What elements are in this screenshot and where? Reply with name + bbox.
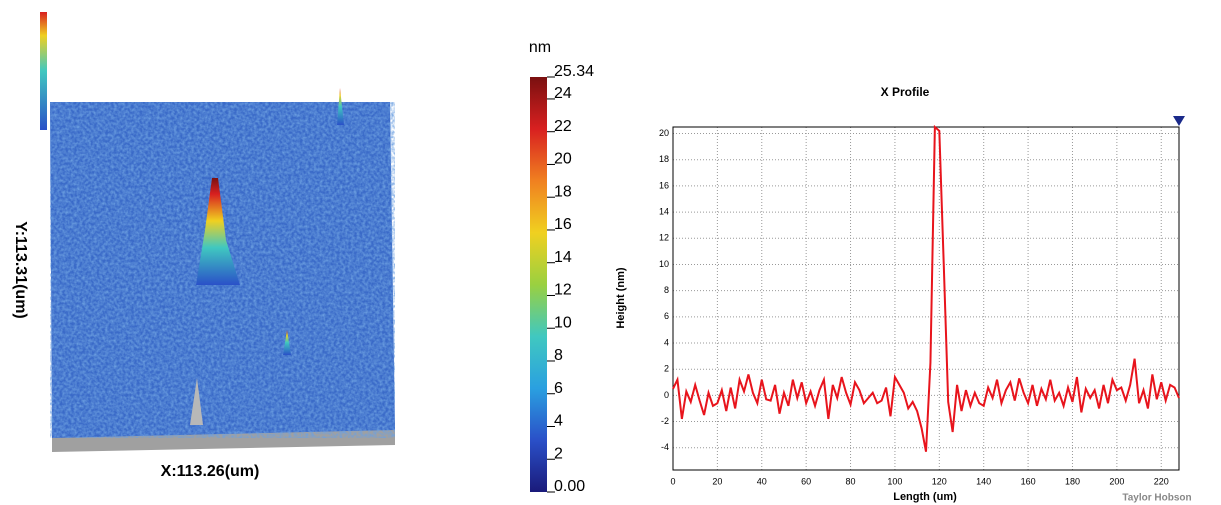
surface-spike [190, 378, 203, 425]
colorbar-scale [530, 77, 547, 492]
chart-title: X Profile [881, 85, 930, 99]
tick-label: 25.34 [554, 63, 594, 80]
surface-spike [283, 330, 291, 355]
tick-label: 22 [554, 118, 572, 135]
surface-spike [337, 88, 344, 125]
y-tick-label: 4 [664, 337, 669, 347]
tick-label: 8 [554, 347, 563, 364]
x-axis-label: X:113.26(um) [161, 463, 260, 480]
marker [1173, 116, 1185, 126]
y-tick-label: 12 [659, 233, 669, 243]
mini-colorbar [40, 12, 47, 130]
annotation: Taylor Hobson [1122, 493, 1191, 504]
x-tick-label: 180 [1065, 476, 1080, 486]
tick-label: 24 [554, 85, 572, 102]
profile-line [672, 124, 1180, 452]
x-tick-label: 100 [887, 476, 902, 486]
x-tick-label: 200 [1109, 476, 1124, 486]
tick-label: 2 [554, 445, 563, 462]
surface-peak [196, 178, 240, 285]
x-tick-label: 80 [846, 476, 856, 486]
colorbar-unit: nm [529, 39, 551, 56]
tick-label: 12 [554, 282, 572, 299]
tick-label: 16 [554, 216, 572, 233]
surface [40, 12, 395, 452]
x-axis-label: Length (um) [893, 491, 957, 503]
tick-label: 0.00 [554, 478, 585, 495]
x-tick-label: 220 [1154, 476, 1169, 486]
tick-label: 10 [554, 314, 572, 331]
y-tick-label: 6 [664, 311, 669, 321]
x-tick-label: 20 [712, 476, 722, 486]
y-tick-label: -2 [661, 416, 669, 426]
y-tick-label: -4 [661, 442, 669, 452]
y-tick-label: 14 [659, 206, 669, 216]
plot-frame [672, 126, 1180, 471]
y-tick-label: 8 [664, 285, 669, 295]
y-axis-label: Height (nm) [615, 267, 627, 328]
y-tick-label: 18 [659, 154, 669, 164]
x-tick-label: 140 [976, 476, 991, 486]
y-tick-label: 16 [659, 180, 669, 190]
y-tick-label: 2 [664, 364, 669, 374]
tick-label: 14 [554, 249, 572, 266]
y-tick-label: 0 [664, 390, 669, 400]
y-tick-label: 20 [659, 128, 669, 138]
x-tick-label: 160 [1021, 476, 1036, 486]
y-axis-label: Y:113.31(um) [12, 221, 29, 319]
x-tick-label: 0 [670, 476, 675, 486]
x-tick-label: 40 [757, 476, 767, 486]
tick-label: 4 [554, 413, 563, 430]
tick-label: 6 [554, 380, 563, 397]
x-tick-label: 60 [801, 476, 811, 486]
x-tick-label: 120 [932, 476, 947, 486]
y-tick-label: 10 [659, 259, 669, 269]
tick-label: 20 [554, 151, 572, 168]
tick-label: 18 [554, 183, 572, 200]
